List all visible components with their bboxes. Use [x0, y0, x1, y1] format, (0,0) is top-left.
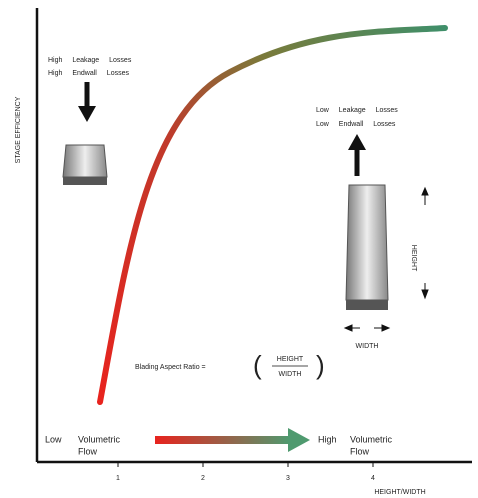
y-axis-label: STAGE EFFICIENCY	[15, 96, 22, 163]
loss-label: Low Leakage Losses	[316, 107, 398, 114]
efficiency-curve	[100, 28, 445, 402]
flow-arrow	[155, 428, 310, 452]
height-label: HEIGHT	[410, 245, 417, 272]
x-axis-label: HEIGHT/WIDTH	[374, 489, 425, 496]
up-arrow	[348, 134, 366, 176]
loss-label: Low Endwall Losses	[316, 121, 396, 128]
flow-label: Low	[45, 434, 62, 444]
down-arrow	[78, 82, 96, 122]
flow-label: Flow	[78, 446, 98, 456]
paren: (	[253, 350, 262, 380]
flow-label: High	[318, 434, 337, 444]
aspect-numerator: HEIGHT	[277, 356, 304, 363]
tick-label: 4	[371, 475, 375, 482]
flow-label: Flow	[350, 446, 370, 456]
tick-label: 3	[286, 475, 290, 482]
loss-label: High Endwall Losses	[48, 70, 129, 77]
flow-label: Volumetric	[78, 434, 121, 444]
flow-label: Volumetric	[350, 434, 393, 444]
tall-blade	[346, 185, 388, 310]
tick-label: 2	[201, 475, 205, 482]
aspect-denominator: WIDTH	[279, 371, 302, 378]
diagram: 1 2 3 4 HEIGHT/WIDTH STAGE EFFICIENCY Hi…	[0, 0, 478, 498]
loss-label: High Leakage Losses	[48, 57, 132, 64]
short-blade	[63, 145, 107, 185]
width-label: WIDTH	[356, 343, 379, 350]
paren: )	[316, 350, 325, 380]
tick-label: 1	[116, 475, 120, 482]
aspect-ratio-label: Blading Aspect Ratio =	[135, 364, 206, 371]
